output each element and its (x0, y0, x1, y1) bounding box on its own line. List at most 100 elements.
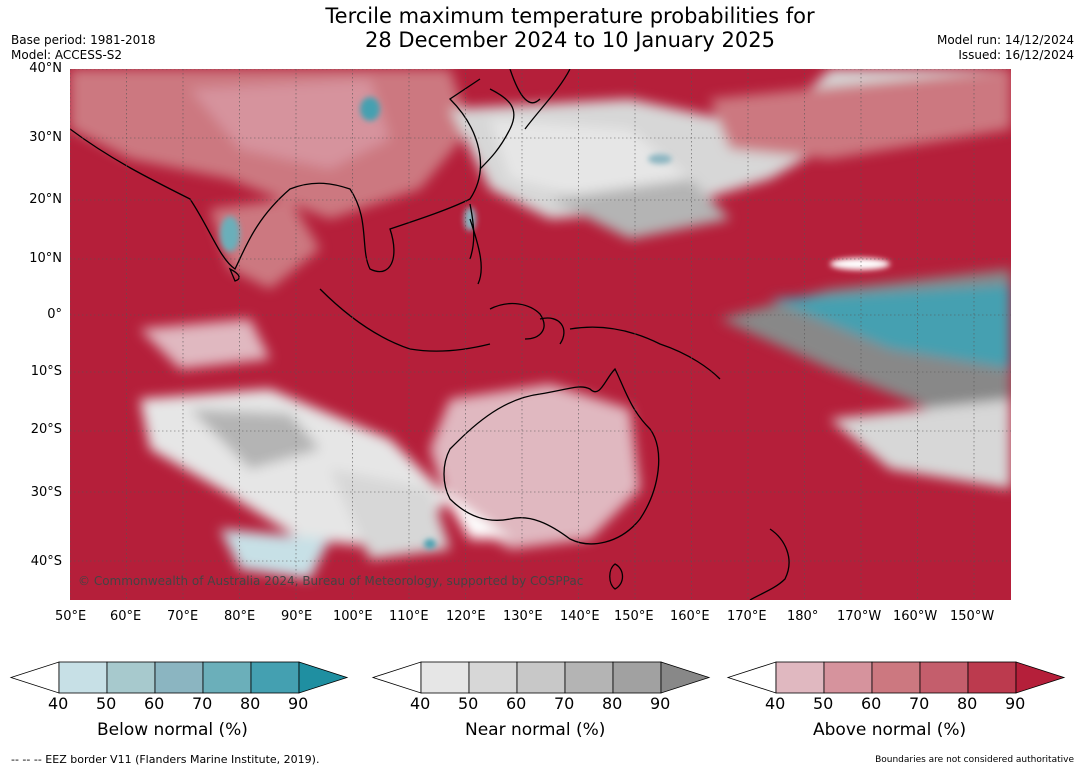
below-tick-40: 40 (48, 694, 69, 713)
near-normal-title: Near normal (%) (465, 720, 606, 740)
below-tick-50: 50 (96, 694, 117, 713)
title-line-2: 28 December 2024 to 10 January 2025 (365, 28, 775, 52)
lat-label-30s: 30°S (30, 485, 62, 500)
above-tick-50: 50 (813, 694, 834, 713)
below-tick-90: 90 (288, 694, 309, 713)
above-normal-segment (967, 661, 1017, 694)
lat-label-20n: 20°N (29, 192, 62, 207)
japan-coast (524, 69, 571, 130)
above-tick-90: 90 (1005, 694, 1026, 713)
gridlines (70, 69, 1011, 600)
korea-coast (509, 69, 541, 104)
above-normal-segment (919, 661, 969, 694)
colorbar-graphics (9, 661, 1066, 694)
lon-label-100e: 100°E (333, 609, 373, 624)
above-tick-80: 80 (957, 694, 978, 713)
lon-label-70e: 70°E (167, 609, 199, 624)
near-tick-60: 60 (506, 694, 527, 713)
lon-label-150e: 150°E (614, 609, 654, 624)
borneo-coast (489, 302, 545, 340)
taiwan-coast (469, 203, 475, 260)
lon-label-140e: 140°E (560, 609, 600, 624)
above-tick-70: 70 (909, 694, 930, 713)
lat-label-10n: 10°N (29, 251, 62, 266)
below-tick-80: 80 (240, 694, 261, 713)
base-period-label: Base period: 1981-2018 (11, 33, 156, 47)
near-normal-segment (516, 661, 566, 694)
map-title: Tercile maximum temperature probabilitie… (0, 4, 1085, 52)
above-normal-over-arrow (1015, 661, 1066, 694)
philippines-coast (469, 218, 482, 285)
lon-label-170w: 170°W (837, 609, 882, 624)
above-normal-under-arrow (726, 661, 777, 694)
lat-label-40n: 40°N (29, 61, 62, 76)
sulawesi-coast (539, 317, 565, 345)
below-normal-under-arrow (9, 661, 60, 694)
lat-label-30n: 30°N (29, 130, 62, 145)
boundaries-disclaimer: Boundaries are not considered authoritat… (875, 755, 1074, 765)
meta-left: Base period: 1981-2018 Model: ACCESS-S2 (11, 33, 156, 63)
above-normal-segment (823, 661, 873, 694)
above-tick-60: 60 (861, 694, 882, 713)
issued-label: Issued: 16/12/2024 (958, 48, 1074, 62)
model-label: Model: ACCESS-S2 (11, 48, 123, 62)
below-normal-segment (58, 661, 108, 694)
above-normal-segment (775, 661, 825, 694)
below-normal-title: Below normal (%) (97, 720, 248, 740)
near-normal-segment (420, 661, 470, 694)
model-run-label: Model run: 14/12/2024 (936, 33, 1074, 47)
probability-map: © Commonwealth of Australia 2024, Bureau… (70, 69, 1011, 600)
near-normal-colorbar (371, 661, 711, 694)
lon-label-110e: 110°E (389, 609, 429, 624)
sumatra-java-coast (319, 288, 491, 352)
colorbar-area (0, 655, 1085, 700)
near-tick-70: 70 (554, 694, 575, 713)
lat-label-40s: 40°S (30, 554, 62, 569)
above-normal-colorbar (726, 661, 1066, 694)
asia-coastline (70, 78, 482, 273)
lat-label-10s: 10°S (30, 364, 62, 379)
sri-lanka-coast (228, 267, 240, 282)
near-tick-80: 80 (602, 694, 623, 713)
near-normal-segment (564, 661, 614, 694)
small-patches (220, 97, 890, 549)
below-tick-70: 70 (192, 694, 213, 713)
lat-label-20s: 20°S (30, 422, 62, 437)
lon-label-80e: 80°E (224, 609, 256, 624)
near-normal-under-arrow (371, 661, 422, 694)
below-normal-segment (154, 661, 204, 694)
lon-label-150w: 150°W (950, 609, 995, 624)
near-tick-50: 50 (458, 694, 479, 713)
below-tick-60: 60 (144, 694, 165, 713)
near-normal-over-arrow (660, 661, 711, 694)
copyright-credit: © Commonwealth of Australia 2024, Bureau… (78, 574, 584, 588)
tasmania-coastline (609, 563, 624, 590)
above-normal-segment (871, 661, 921, 694)
meta-right: Model run: 14/12/2024 Issued: 16/12/2024 (937, 33, 1074, 63)
below-normal-over-arrow (298, 661, 349, 694)
map-canvas (70, 69, 1011, 600)
above-normal-title: Above normal (%) (813, 720, 967, 740)
east-china-coast (479, 88, 515, 170)
near-normal-segment (468, 661, 518, 694)
lon-label-160e: 160°E (670, 609, 710, 624)
lon-label-130e: 130°E (503, 609, 543, 624)
below-normal-segment (250, 661, 300, 694)
lon-label-180: 180° (787, 609, 819, 624)
below-normal-colorbar (9, 661, 349, 694)
lon-label-50e: 50°E (55, 609, 87, 624)
near-normal-segment (612, 661, 662, 694)
below-normal-segment (106, 661, 156, 694)
new-guinea-coast (569, 326, 721, 380)
lon-label-120e: 120°E (446, 609, 486, 624)
above-tick-40: 40 (765, 694, 786, 713)
lon-label-60e: 60°E (110, 609, 142, 624)
lon-label-90e: 90°E (281, 609, 313, 624)
eez-border-note: -- -- -- EEZ border V11 (Flanders Marine… (11, 753, 320, 766)
new-zealand-coastline (749, 528, 790, 600)
lon-label-160w: 160°W (893, 609, 938, 624)
australia-coastline (443, 367, 660, 545)
below-normal-segment (202, 661, 252, 694)
near-tick-90: 90 (650, 694, 671, 713)
coastlines (70, 69, 790, 600)
